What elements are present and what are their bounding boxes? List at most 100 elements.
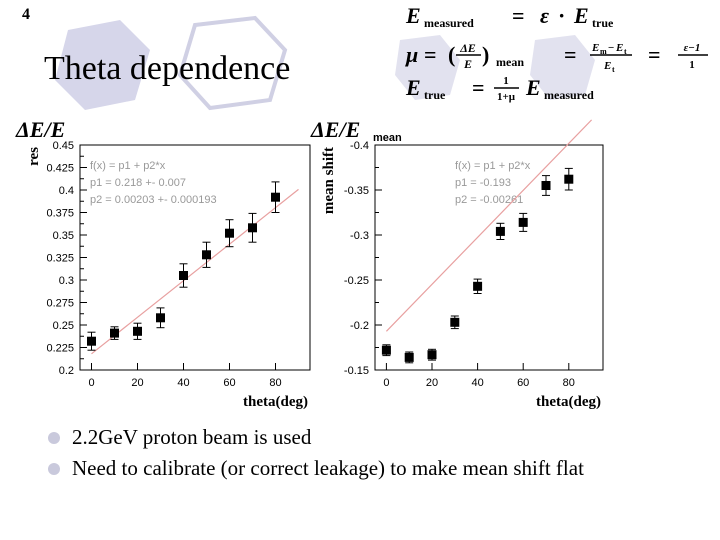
formula-line-1: E measured = ε · E true: [405, 3, 614, 30]
fit-line: [91, 188, 299, 355]
x-tick-label: 40: [471, 377, 483, 389]
formula-fraction-numerator: ε−1: [684, 42, 701, 54]
bullet-item: 2.2GeV proton beam is used: [48, 422, 584, 453]
data-point: [473, 281, 483, 291]
chart-title: ΔE/E: [15, 117, 65, 142]
formula-symbol: E: [525, 75, 541, 100]
data-point: [110, 328, 119, 338]
x-tick-label: 60: [517, 377, 529, 389]
resolution-plot: 0.2 0.225 0.25 0.275 0.3 0.325 0.35 0.375 0.4 0.4…: [15, 117, 311, 410]
hexagon-fill: [55, 20, 150, 110]
formula-line-3: E true = 1 1+μ E measured: [405, 75, 594, 103]
hexagon-outline: [177, 15, 288, 111]
y-tick-label: 0.45: [53, 140, 74, 152]
formula-subscript: m: [600, 47, 607, 56]
fit-parameter-text: f(x) = p1 + p2*x: [90, 160, 166, 172]
mean-shift-plot: -0.15 -0.2 -0.25 -0.3 -0.35 -0.4 0 20 40 60 80 thet…: [310, 117, 604, 410]
fit-parameter-text: p1 = -0.193: [455, 177, 511, 189]
data-point: [427, 350, 437, 360]
bullet-item: Need to calibrate (or correct leakage) t…: [48, 453, 584, 484]
decorative-hexagons: [55, 15, 595, 111]
data-point: [271, 192, 280, 202]
y-tick-label: 0.425: [46, 163, 74, 175]
x-tick-label: 20: [426, 377, 438, 389]
chart-title-subscript: mean: [373, 132, 402, 144]
formula-operator: (: [448, 42, 455, 67]
formula-symbol: E: [591, 42, 599, 54]
x-tick-label: 80: [563, 377, 575, 389]
data-point: [381, 345, 391, 355]
formula-symbol: E: [603, 60, 611, 72]
slide-number: 4: [22, 6, 30, 23]
data-point: [404, 352, 414, 362]
y-tick-label: 0.35: [53, 230, 74, 242]
y-tick-label: -0.2: [350, 320, 369, 332]
formula-symbol: ε: [540, 3, 549, 28]
x-tick-label: 20: [131, 377, 143, 389]
formula-operator: ): [482, 42, 489, 67]
x-tick-label: 40: [177, 377, 189, 389]
y-tick-label: -0.4: [350, 140, 369, 152]
x-axis-label: theta(deg): [243, 394, 308, 410]
x-axis-label: theta(deg): [536, 394, 601, 410]
data-point: [495, 226, 505, 236]
formula-subscript: true: [592, 16, 614, 30]
y-tick-label: 0.375: [46, 208, 74, 220]
y-tick-label: -0.15: [344, 365, 369, 377]
data-point: [87, 336, 96, 346]
bullet-dot: [48, 463, 60, 475]
bullet-text: Need to calibrate (or correct leakage) t…: [72, 456, 584, 480]
formula-subscript: measured: [424, 16, 474, 30]
bullet-list: 2.2GeV proton beam is used Need to calib…: [48, 422, 584, 484]
formula-fraction-numerator: ΔE: [459, 41, 476, 55]
formula-operator: =: [424, 42, 437, 67]
y-axis-label: mean shift: [321, 147, 337, 214]
y-tick-label: 0.3: [59, 275, 74, 287]
formula-fraction-numerator: 1: [503, 75, 509, 87]
formula-symbol: E: [573, 3, 589, 28]
data-point: [179, 271, 188, 280]
y-tick-label: 0.225: [46, 343, 74, 355]
formula-operator: =: [648, 42, 661, 67]
y-axis-label: res: [26, 147, 42, 166]
formula-line-2: μ = ( ΔE E ) mean = E m − E t E t = ε−1 …: [405, 41, 708, 74]
formula-subscript: measured: [544, 88, 594, 102]
formula-fraction-denominator: 1+μ: [497, 91, 516, 103]
formula-operator: −: [608, 42, 614, 54]
data-point: [156, 313, 165, 323]
y-tick-label: -0.25: [344, 275, 369, 287]
data-point: [518, 217, 528, 227]
x-tick-label: 60: [223, 377, 235, 389]
data-point: [225, 228, 234, 238]
y-tick-label: 0.325: [46, 253, 74, 265]
formula-symbol: E: [615, 42, 623, 54]
chart-title: ΔE/E: [310, 117, 360, 142]
slide-title: Theta dependence: [44, 50, 291, 87]
y-tick-label: -0.3: [350, 230, 369, 242]
x-tick-label: 80: [269, 377, 281, 389]
data-point: [541, 181, 551, 190]
data-point: [202, 250, 211, 260]
fit-parameter-text: p2 = -0.00261: [455, 194, 523, 206]
bullet-dot: [48, 432, 60, 444]
formula-fraction-denominator: E: [463, 57, 472, 71]
hexagon-faint-2: [530, 35, 595, 100]
formula-subscript: t: [624, 47, 627, 56]
formula-operator: =: [472, 75, 485, 100]
formula-operator: ·: [558, 3, 565, 28]
fit-parameter-text: p2 = 0.00203 +- 0.000193: [90, 194, 217, 206]
fit-parameter-text: f(x) = p1 + p2*x: [455, 160, 531, 172]
formula-symbol: E: [405, 75, 421, 100]
y-tick-label: 0.25: [53, 320, 74, 332]
y-tick-label: 0.4: [59, 185, 74, 197]
bullet-text: 2.2GeV proton beam is used: [72, 425, 312, 449]
formula-symbol: E: [405, 3, 421, 28]
y-tick-label: -0.35: [344, 185, 369, 197]
y-tick-label: 0.2: [59, 365, 74, 377]
y-tick-label: 0.275: [46, 298, 74, 310]
data-point: [248, 223, 257, 233]
fit-line: [385, 119, 593, 332]
formula-subscript: t: [612, 65, 615, 74]
fit-parameter-text: p1 = 0.218 +- 0.007: [90, 177, 186, 189]
formula-subscript: true: [424, 88, 446, 102]
